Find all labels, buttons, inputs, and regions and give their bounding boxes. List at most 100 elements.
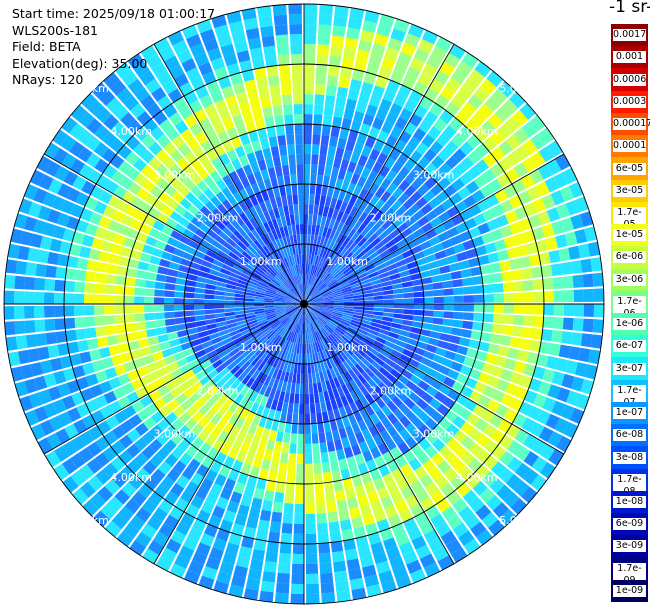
- ppi-cell: [349, 217, 358, 229]
- ppi-cell: [326, 250, 334, 261]
- ppi-cell: [316, 256, 322, 267]
- ppi-cell: [429, 331, 441, 340]
- ppi-cell: [292, 84, 303, 95]
- ppi-cell: [308, 254, 312, 265]
- ppi-cell: [320, 401, 327, 413]
- ppi-cell: [98, 251, 111, 263]
- ppi-cell: [474, 159, 490, 174]
- ppi-cell: [321, 124, 331, 136]
- ppi-cell: [271, 450, 281, 463]
- ppi-cell: [558, 344, 571, 359]
- ppi-cell: [309, 287, 316, 296]
- colorbar-tick-label: 0.0003: [613, 95, 647, 108]
- ppi-cell: [463, 295, 474, 303]
- ppi-cell: [270, 146, 280, 158]
- ppi-cell: [472, 321, 484, 331]
- ppi-cell: [332, 116, 343, 128]
- ppi-cell: [305, 503, 315, 514]
- ppi-cell: [377, 130, 390, 144]
- ppi-cell: [104, 284, 115, 295]
- ppi-cell: [340, 223, 349, 235]
- ppi-cell: [309, 194, 315, 205]
- ppi-cell: [277, 562, 291, 574]
- ppi-cell: [313, 463, 322, 474]
- ppi-cell: [441, 198, 455, 211]
- ppi-cell: [276, 44, 290, 56]
- ppi-cell: [323, 471, 333, 483]
- ppi-cell: [214, 312, 225, 319]
- ppi-cell: [276, 572, 290, 584]
- ppi-cell: [421, 222, 434, 234]
- ppi-cell: [333, 106, 345, 118]
- ppi-cell: [314, 245, 320, 256]
- ppi-cell: [144, 296, 155, 304]
- ppi-cell: [274, 115, 284, 127]
- ppi-cell: [402, 286, 414, 293]
- ppi-cell: [307, 264, 310, 275]
- ppi-cell: [325, 85, 337, 97]
- ppi-cell: [94, 294, 105, 304]
- ppi-cell: [234, 297, 245, 301]
- ppi-cell: [304, 284, 306, 295]
- ppi-cell: [343, 108, 355, 121]
- ppi-cell: [490, 333, 502, 345]
- colorbar-tick-label: 3e-08: [613, 451, 646, 464]
- ppi-cell: [321, 462, 331, 473]
- ppi-cell: [393, 304, 404, 309]
- ppi-cell: [328, 280, 338, 288]
- ppi-cell: [356, 223, 367, 234]
- ppi-cell: [381, 143, 393, 157]
- ppi-cell: [339, 66, 353, 79]
- colorbar-tick-label: 0.0006: [613, 73, 647, 86]
- ppi-cell: [54, 305, 65, 318]
- ppi-cell: [147, 263, 159, 273]
- ppi-cell: [293, 204, 299, 215]
- ppi-cell: [312, 124, 322, 135]
- ppi-cell: [421, 134, 435, 148]
- ppi-cell: [573, 289, 584, 303]
- ppi-cell: [290, 433, 298, 444]
- ppi-cell: [332, 230, 340, 242]
- ppi-cell: [292, 194, 299, 205]
- colorbar-tick-label: 0.00017: [613, 118, 650, 131]
- ppi-cell: [321, 592, 336, 604]
- ppi-cell: [304, 64, 315, 75]
- ppi-cell: [335, 257, 344, 267]
- ppi-cell: [175, 277, 187, 286]
- ppi-cell: [366, 218, 378, 230]
- ppi-cell: [335, 178, 344, 190]
- colorbar-tick-label: 1e-05: [613, 229, 646, 242]
- ppi-cell: [304, 84, 314, 95]
- ppi-cell: [356, 250, 366, 260]
- ppi-cell: [392, 233, 405, 244]
- ppi-cell: [329, 229, 337, 240]
- range-label: 3.00km: [154, 428, 196, 441]
- ppi-cell: [134, 287, 145, 296]
- ppi-cell: [329, 282, 339, 289]
- ppi-cell: [306, 284, 310, 295]
- ppi-cell: [304, 264, 306, 275]
- ppi-cell: [311, 289, 319, 298]
- ppi-cell: [214, 290, 225, 296]
- ppi-cell: [318, 154, 327, 166]
- ppi-cell: [497, 345, 510, 357]
- ppi-cell: [290, 174, 297, 185]
- ppi-cell: [279, 74, 291, 86]
- ppi-cell: [251, 497, 263, 510]
- ppi-cell: [481, 274, 493, 284]
- ppi-cell: [394, 116, 408, 131]
- ppi-cell: [358, 39, 372, 53]
- ppi-cell: [336, 86, 349, 99]
- ppi-cell: [497, 123, 513, 139]
- ppi-cell: [346, 27, 361, 40]
- ppi-cell: [492, 283, 504, 293]
- ppi-cell: [389, 148, 401, 161]
- ppi-cell: [442, 280, 454, 289]
- ppi-cell: [328, 65, 340, 77]
- ppi-cell: [531, 266, 543, 279]
- ppi-cell: [443, 184, 457, 198]
- ppi-cell: [463, 304, 475, 312]
- ppi-cell: [264, 55, 278, 67]
- ppi-cell: [94, 305, 105, 315]
- ppi-cell: [519, 256, 531, 268]
